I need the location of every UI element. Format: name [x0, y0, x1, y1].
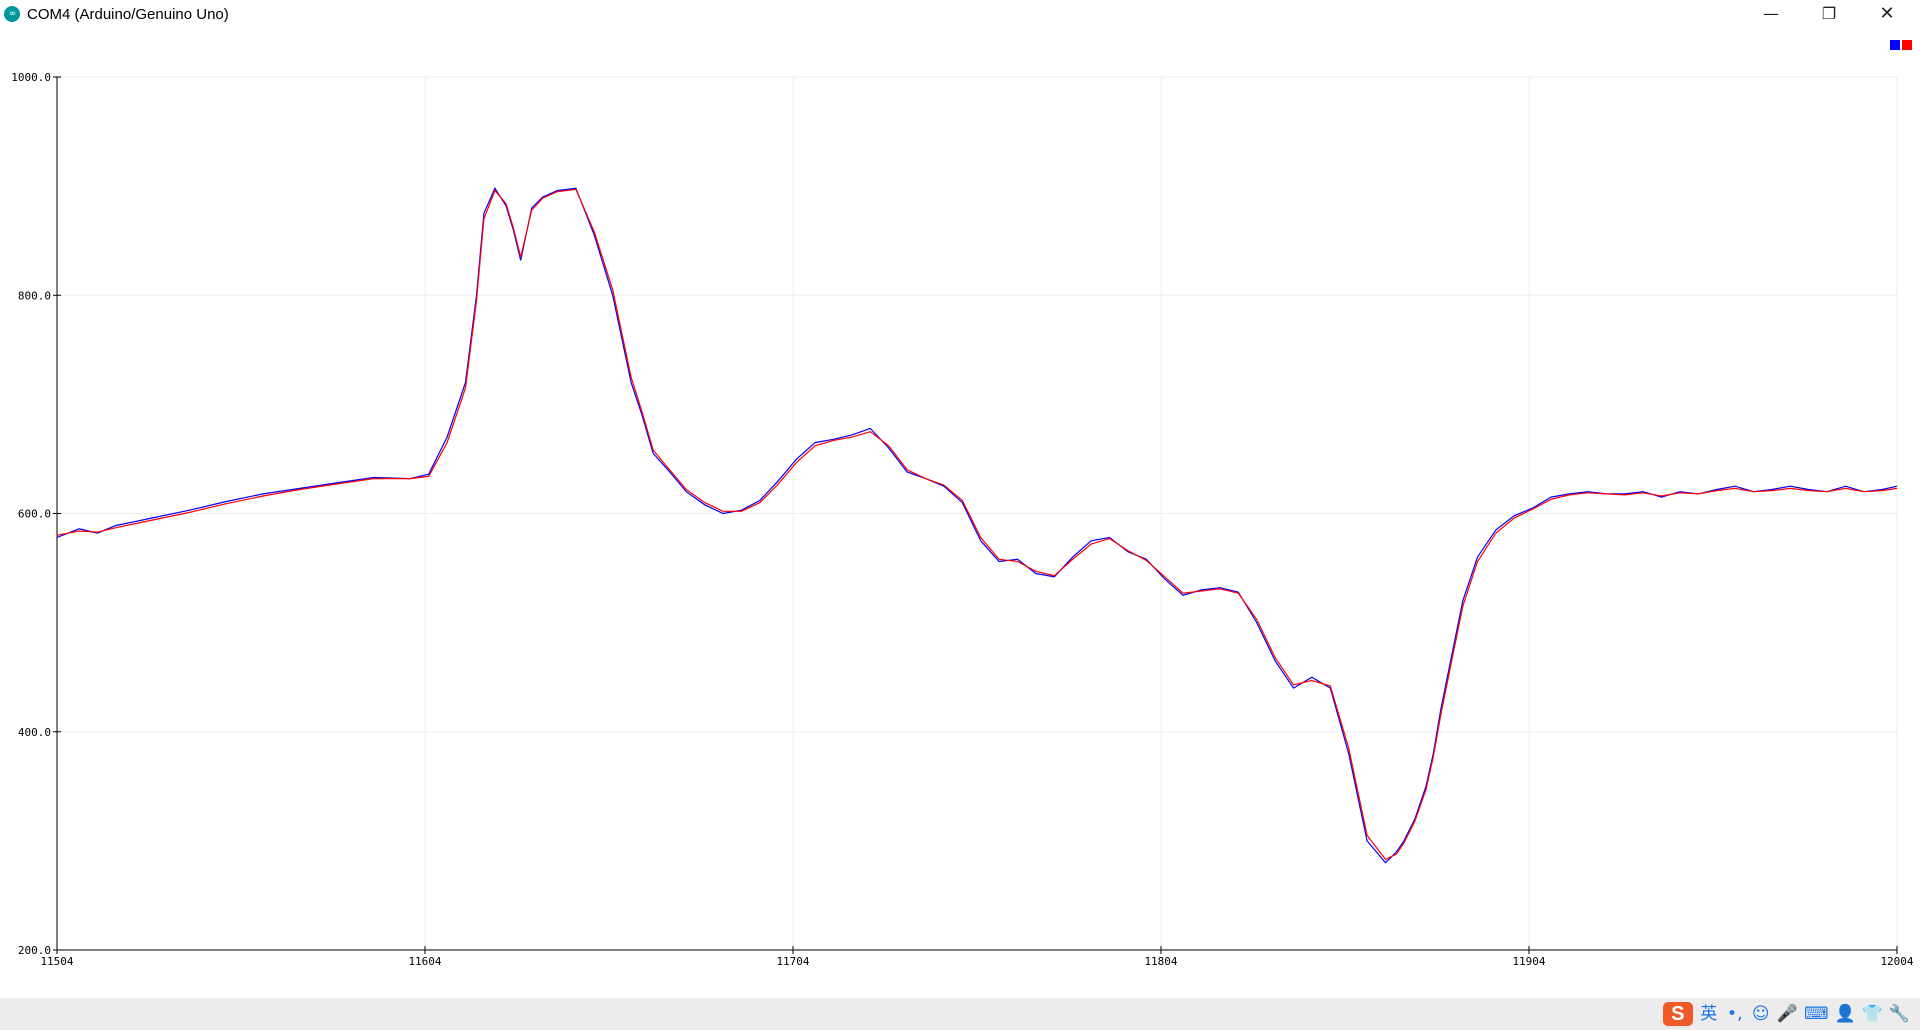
wrench-icon[interactable]: 🔧 — [1889, 1002, 1910, 1026]
close-button[interactable]: ✕ — [1858, 0, 1916, 30]
x-tick-label: 11904 — [1512, 955, 1545, 968]
series-line — [57, 188, 1897, 862]
title-bar: ∞ COM4 (Arduino/Genuino Uno) — ❐ ✕ — [0, 0, 1920, 30]
ime-toolbar: S 英 •, ☺ 🎤 ⌨ 👤 👕 🔧 — [1663, 998, 1910, 1030]
window-title: COM4 (Arduino/Genuino Uno) — [27, 6, 229, 23]
skin-icon[interactable]: 👕 — [1862, 1002, 1883, 1026]
legend-swatch — [1902, 40, 1912, 50]
user-icon[interactable]: 👤 — [1834, 1002, 1855, 1026]
restore-button[interactable]: ❐ — [1800, 0, 1858, 30]
emoji-icon[interactable]: ☺ — [1751, 1002, 1771, 1026]
taskbar: S 英 •, ☺ 🎤 ⌨ 👤 👕 🔧 — [0, 998, 1920, 1030]
x-tick-label: 11604 — [408, 955, 441, 968]
legend-swatch — [1890, 40, 1900, 50]
x-tick-label: 11804 — [1144, 955, 1177, 968]
y-tick-label: 600.0 — [18, 508, 51, 521]
legend — [1890, 40, 1912, 50]
x-tick-label: 11504 — [40, 955, 73, 968]
language-mode-icon[interactable]: 英 — [1699, 1002, 1719, 1026]
minimize-button[interactable]: — — [1742, 0, 1800, 30]
sogou-ime-logo[interactable]: S — [1663, 1002, 1693, 1026]
y-tick-label: 1000.0 — [11, 71, 51, 84]
punctuation-icon[interactable]: •, — [1725, 1002, 1745, 1026]
x-tick-label: 12004 — [1880, 955, 1913, 968]
keyboard-icon[interactable]: ⌨ — [1804, 1002, 1829, 1026]
y-tick-label: 400.0 — [18, 726, 51, 739]
y-tick-label: 800.0 — [18, 289, 51, 302]
arduino-icon: ∞ — [4, 6, 20, 22]
x-tick-label: 11704 — [776, 955, 809, 968]
series-line — [57, 189, 1897, 859]
plot-area: 1000.0 800.0 600.0 400.0 200.0 11504 11604 1170… — [0, 30, 1920, 998]
microphone-icon[interactable]: 🎤 — [1777, 1002, 1798, 1026]
